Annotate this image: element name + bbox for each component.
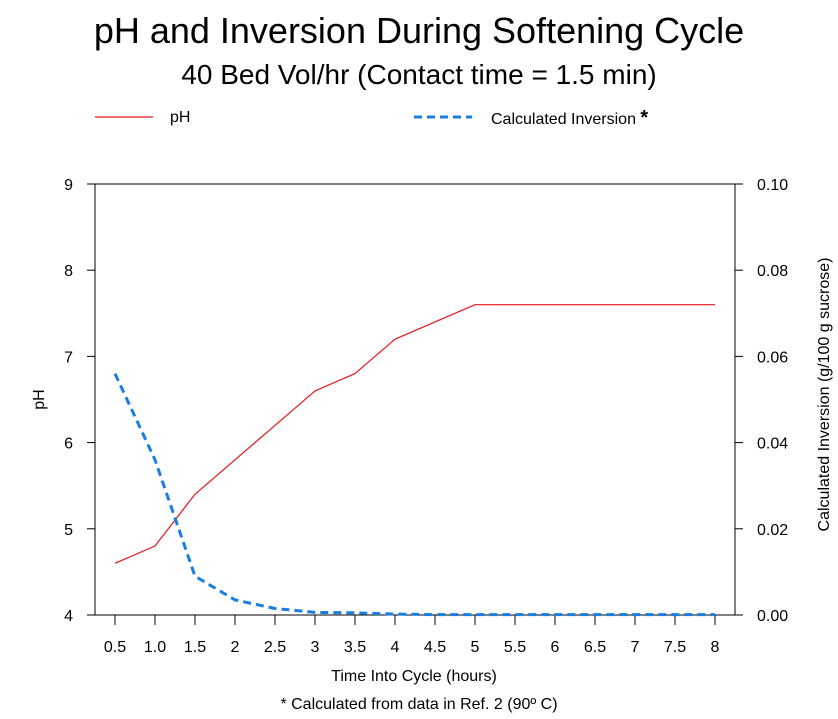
series-line-ph [114,304,715,564]
y-right-tick-label: 0.00 [757,608,788,625]
y-right-tick-label: 0.08 [757,263,788,280]
chart-title: pH and Inversion During Softening Cycle [93,10,745,51]
x-tick-label: 8 [711,639,720,656]
x-tick-label: 4.5 [424,639,446,656]
x-tick-label: 1.0 [144,639,166,656]
x-tick-label: 6 [551,639,560,656]
legend-inversion: Calculated Inversion * [491,108,648,130]
y-left-tick-label: 5 [64,522,73,539]
plot-frame [94,183,736,616]
y-right-axis-label: Calculated Inversion (g/100 g sucrose) [816,258,833,532]
legend-inversion-marker: * [640,107,649,129]
x-tick-label: 0.5 [104,639,126,656]
x-tick-label: 3 [311,639,320,656]
series-line-inversion [113,372,715,617]
legend-inversion-label: Calculated Inversion [491,111,636,128]
y-left-tick-label: 4 [64,608,73,625]
y-left-axis-label: pH [31,389,48,409]
x-tick-label: 2 [231,639,240,656]
legend-ph-label: pH [170,109,191,126]
x-axis-label: Time Into Cycle (hours) [331,668,497,685]
x-tick-label: 4 [391,639,400,656]
x-tick-label: 2.5 [264,639,286,656]
y-left-tick-label: 7 [64,349,73,366]
y-left-tick-label: 6 [64,436,73,453]
chart-footnote: * Calculated from data in Ref. 2 (90º C) [280,696,558,713]
x-tick-label: 6.5 [584,639,606,656]
x-tick-label: 3.5 [344,639,366,656]
chart-subtitle: 40 Bed Vol/hr (Contact time = 1.5 min) [181,59,657,90]
legend-inversion-line [414,115,472,119]
legend-ph-line [95,116,153,118]
x-tick-label: 7.5 [664,639,686,656]
y-left-tick-label: 9 [64,177,73,194]
y-left-tick-label: 8 [64,263,73,280]
y-right-tick-label: 0.10 [757,177,788,194]
x-tick-label: 5.5 [504,639,526,656]
y-right-tick-label: 0.04 [757,436,788,453]
x-tick-label: 7 [631,639,640,656]
x-tick-label: 1.5 [184,639,206,656]
x-tick-label: 5 [471,639,480,656]
y-right-tick-label: 0.06 [757,349,788,366]
y-right-tick-label: 0.02 [757,522,788,539]
